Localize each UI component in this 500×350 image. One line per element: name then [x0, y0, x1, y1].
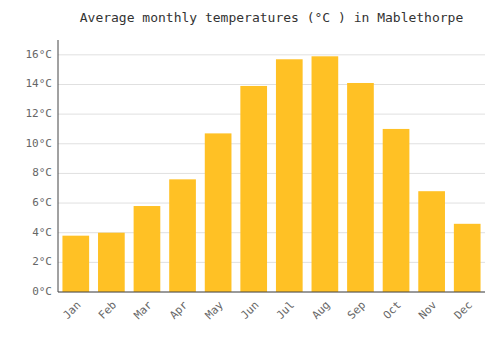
bar [134, 206, 161, 292]
y-tick-label: 16°C [26, 48, 53, 61]
bar [240, 86, 267, 292]
bar [454, 224, 481, 292]
grid-line [58, 173, 485, 174]
y-tick-label: 12°C [26, 107, 53, 120]
y-tick-label: 8°C [32, 166, 52, 179]
x-tick-label: Aug [309, 299, 332, 322]
bar [98, 233, 125, 292]
y-tick-label: 10°C [26, 137, 53, 150]
chart: 0°C 2°C 4°C 6°C 8°C 10°C 12°C 14°C 16°C Jan Feb Mar… [0, 0, 500, 350]
y-tick-label: 2°C [32, 255, 52, 268]
x-axis-line [58, 292, 485, 293]
bar [347, 83, 374, 292]
y-axis-line [58, 40, 59, 292]
y-tick-label: 0°C [32, 285, 52, 298]
grid-line [58, 292, 485, 293]
bars [62, 56, 480, 292]
grid-line [58, 84, 485, 85]
x-tick-label: Jun [238, 299, 261, 322]
y-tick-label: 4°C [32, 226, 52, 239]
x-axis: Jan Feb Mar Apr May Jun Jul Aug Sep Oct Nov Dec [60, 298, 475, 322]
y-tick-label: 6°C [32, 196, 52, 209]
bar [205, 133, 232, 292]
grid [58, 55, 485, 292]
x-tick-label: May [203, 298, 227, 322]
bar [383, 129, 410, 292]
chart-container: 0°C 2°C 4°C 6°C 8°C 10°C 12°C 14°C 16°C Jan Feb Mar… [0, 0, 500, 350]
x-tick-label: Dec [452, 299, 475, 322]
x-tick-label: Apr [167, 298, 191, 322]
grid-line [58, 54, 485, 55]
grid-line [58, 114, 485, 115]
bar [312, 56, 339, 292]
grid-line [58, 143, 485, 144]
x-tick-label: Sep [345, 299, 368, 322]
x-tick-label: Nov [416, 298, 440, 322]
x-tick-label: Feb [96, 299, 119, 322]
x-tick-label: Jul [274, 299, 297, 322]
x-tick-label: Mar [131, 298, 155, 322]
title: Average monthly temperatures (°C ) in Ma… [80, 10, 464, 25]
y-axis: 0°C 2°C 4°C 6°C 8°C 10°C 12°C 14°C 16°C [26, 48, 53, 298]
bar [418, 191, 445, 292]
y-tick-label: 14°C [26, 77, 53, 90]
bar [276, 59, 303, 292]
x-tick-label: Oct [381, 299, 404, 322]
bar [169, 179, 196, 292]
bar [62, 236, 89, 292]
x-tick-label: Jan [60, 299, 83, 322]
